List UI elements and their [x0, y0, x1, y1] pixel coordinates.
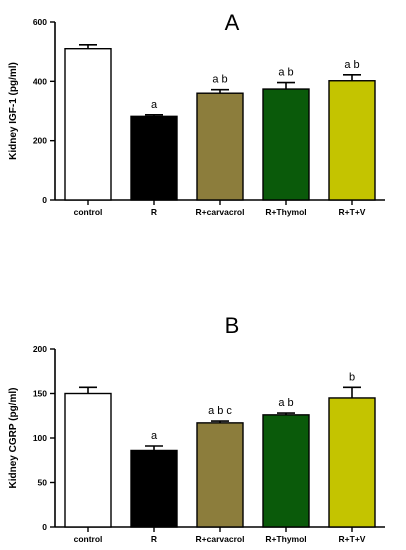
y-tick-label: 0 [42, 522, 47, 532]
chart-a: A Kidney IGF-1 (pg/ml) 0 200 400 600 control Ra… [8, 10, 385, 217]
y-axis-label: Kidney CGRP (pg/ml) [8, 388, 19, 489]
category-label: R+Thymol [265, 534, 306, 544]
category-label: control [74, 207, 103, 217]
significance-label: a [151, 99, 158, 111]
category-label: R [151, 534, 157, 544]
y-tick-label: 150 [33, 389, 47, 399]
category-label: R [151, 207, 157, 217]
category-label: R+T+V [339, 534, 366, 544]
bar [64, 48, 112, 201]
bar [196, 92, 244, 201]
y-tick-label: 50 [38, 478, 48, 488]
y-axis-label: Kidney IGF-1 (pg/ml) [8, 62, 19, 160]
chart-b: B Kidney CGRP (pg/ml) 0 50 100 150 200 control R… [8, 313, 385, 544]
y-tick-label: 200 [33, 344, 47, 354]
bar [262, 414, 310, 528]
bar [328, 80, 376, 201]
bar [196, 422, 244, 528]
category-label: R+Thymol [265, 207, 306, 217]
significance-label: a b [344, 59, 359, 71]
significance-label: a b [278, 397, 293, 409]
category-label: R+carvacrol [196, 207, 245, 217]
significance-label: b [349, 371, 355, 383]
bar [130, 115, 178, 201]
bar [64, 392, 112, 528]
bar [262, 88, 310, 201]
category-label: R+carvacrol [196, 534, 245, 544]
significance-label: a b [278, 67, 293, 79]
y-tick-label: 200 [33, 136, 47, 146]
category-label: control [74, 534, 103, 544]
y-tick-label: 0 [42, 195, 47, 205]
significance-label: a b [212, 74, 227, 86]
panel-letter: A [225, 10, 240, 35]
bar [130, 449, 178, 528]
y-tick-label: 100 [33, 433, 47, 443]
significance-label: a [151, 430, 158, 442]
significance-label: a b c [208, 405, 232, 417]
y-tick-label: 400 [33, 76, 47, 86]
category-label: R+T+V [339, 207, 366, 217]
panel-letter: B [225, 313, 240, 338]
bar [328, 397, 376, 528]
y-tick-label: 600 [33, 17, 47, 27]
